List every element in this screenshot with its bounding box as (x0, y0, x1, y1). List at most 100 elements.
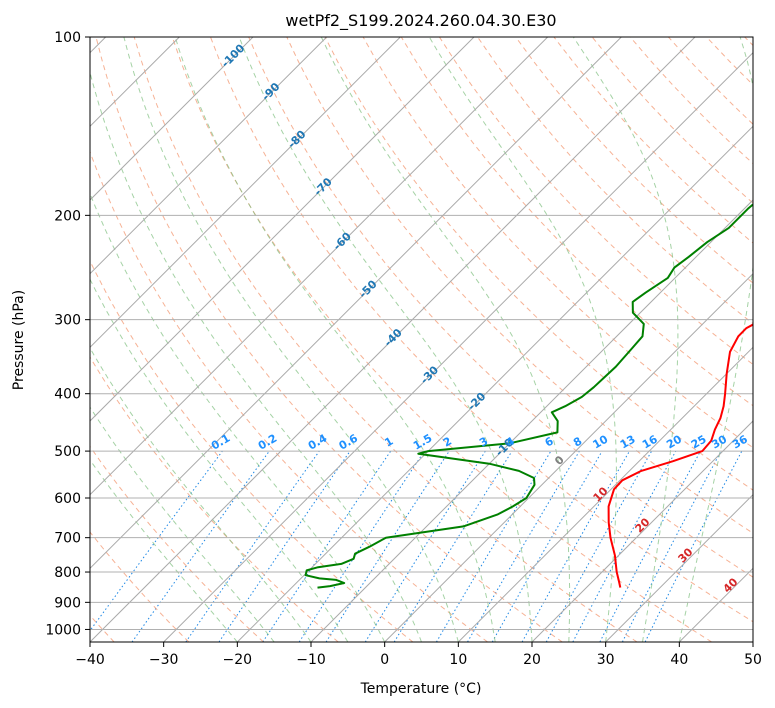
mixing-ratio-line (393, 450, 513, 642)
isotherm-label: -40 (382, 326, 405, 349)
dewpoint-line (304, 203, 753, 589)
y-tick-label: 900 (54, 595, 81, 611)
dry-adiabat-line (90, 445, 264, 642)
isotherm-line (236, 125, 753, 642)
isotherm-line (678, 567, 753, 642)
dry-adiabat-line (95, 37, 563, 642)
isotherm-line (90, 37, 254, 201)
adiabat-label: 40 (721, 575, 741, 595)
plot-frame (89, 36, 754, 643)
mixing-ratio-label: 0.4 (306, 431, 330, 452)
x-tick-label: 30 (597, 652, 615, 668)
adiabat-label: 10 (591, 484, 611, 504)
chart-title: wetPf2_S199.2024.260.04.30.E30 (285, 11, 556, 31)
moist-adiabat-line (90, 278, 349, 642)
mixing-ratio-line (364, 450, 486, 642)
y-tick-label: 1000 (45, 622, 81, 638)
x-tick-label: −20 (223, 652, 253, 668)
mixing-ratio-label: 1.5 (411, 432, 434, 453)
dry-adiabat-line (706, 37, 753, 86)
mixing-ratio-label: 36 (730, 432, 750, 451)
x-tick-label: 20 (523, 652, 541, 668)
moist-adiabat-line (90, 70, 422, 642)
mixing-ratio-label: 0.2 (256, 432, 279, 453)
isotherm-label: -30 (418, 363, 441, 386)
dry-adiabat-line (171, 37, 712, 642)
dry-adiabat-line (515, 37, 753, 284)
isotherm-line (163, 51, 753, 642)
adiabat-label: 30 (676, 545, 696, 565)
mixing-ratio-label: 20 (664, 432, 684, 451)
mixing-ratio-line (131, 450, 270, 642)
y-tick-label: 600 (54, 491, 81, 507)
mixing-ratio-label: 0.1 (209, 432, 232, 453)
series-lines (304, 203, 753, 589)
isotherm-line (531, 420, 753, 642)
mixing-ratio-line (545, 450, 653, 642)
mixing-ratio-line (298, 450, 425, 642)
guide-labels: -100-90-80-70-60-50-40-30-20-100.1 0.2 0.4… (209, 41, 750, 595)
x-tick-label: 40 (670, 652, 688, 668)
dry-adiabat-line (438, 37, 753, 366)
mixing-ratio-line (325, 450, 450, 642)
isotherm-label: -60 (331, 230, 354, 253)
mixing-ratio-line (521, 450, 630, 642)
x-tick-label: −10 (296, 652, 326, 668)
y-tick-label: 800 (54, 565, 81, 581)
mixing-ratio-label: 25 (689, 433, 709, 452)
isotherm-label: -70 (312, 175, 335, 198)
y-tick-label: 700 (54, 531, 81, 547)
moist-adiabat-line (90, 459, 238, 642)
mixing-ratio-line (185, 450, 320, 642)
mixing-ratio-line (467, 450, 580, 642)
moist-adiabat-line (90, 406, 275, 642)
moist-adiabat-line (572, 37, 679, 642)
y-tick-label: 300 (54, 313, 81, 329)
isotherm-line (310, 199, 753, 642)
isotherm-line (605, 493, 753, 642)
x-axis: −40 −30 −20 −10 0 10 20 30 40 50 (75, 642, 762, 668)
mixing-ratio-line (572, 450, 677, 642)
x-tick-label: 10 (449, 652, 467, 668)
isotherm-line (90, 37, 401, 349)
mixing-ratio-line (644, 450, 743, 642)
moist-adiabat-line (174, 37, 496, 642)
x-tick-label: −30 (149, 652, 179, 668)
isotherm-label: -80 (285, 128, 308, 151)
dry-adiabat-line (210, 37, 753, 623)
adiabat-label: 20 (633, 515, 653, 535)
x-tick-label: 0 (380, 652, 389, 668)
isotherm-label: -50 (356, 277, 379, 300)
isotherm-line (90, 37, 549, 496)
x-axis-label: Temperature (°C) (360, 681, 482, 697)
mixing-ratio-label: 13 (618, 433, 638, 452)
dry-adiabat-line (248, 37, 753, 578)
moist-adiabat-line (320, 37, 571, 642)
isotherm-line (90, 37, 622, 570)
dry-adiabat-line (133, 37, 638, 642)
y-tick-label: 100 (54, 30, 81, 46)
mixing-ratio-label: 16 (640, 432, 660, 451)
isotherm-line (384, 272, 753, 642)
mixing-ratio-label: 3 (477, 435, 490, 450)
dry-adiabat-line (400, 37, 753, 407)
isotherm-label: -90 (259, 80, 282, 103)
y-axis: 100 200 300 400 500 600 700 800 900 1000 (45, 30, 90, 638)
dry-adiabat-line (744, 37, 753, 47)
x-tick-label: 50 (744, 652, 762, 668)
isotherm-line (90, 37, 696, 642)
isotherm-label: -100 (219, 41, 248, 70)
temperature-line (607, 323, 753, 588)
dry-adiabat-line (90, 356, 339, 642)
y-axis-label: Pressure (hPa) (11, 290, 27, 390)
y-tick-label: 500 (54, 444, 81, 460)
isotherm-line (457, 346, 753, 642)
mixing-ratio-label: 1 (382, 435, 395, 450)
mixing-ratio-label: 8 (571, 435, 584, 450)
isotherm-line (752, 641, 753, 642)
dry-adiabat-line (90, 259, 414, 642)
y-tick-label: 400 (54, 387, 81, 403)
dry-adiabat-line (90, 531, 190, 642)
moist-adiabat-line (238, 37, 533, 642)
